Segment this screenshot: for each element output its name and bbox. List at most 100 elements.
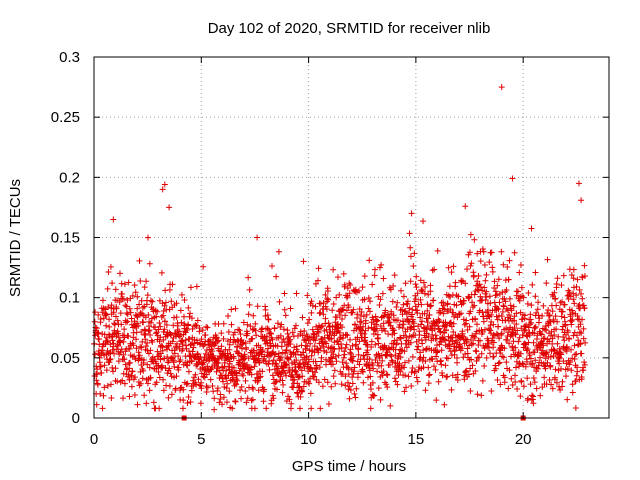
data-point <box>125 333 132 340</box>
data-point <box>341 281 348 288</box>
data-point <box>518 284 525 291</box>
data-point <box>394 381 401 388</box>
data-points <box>91 84 589 413</box>
data-point <box>91 318 98 325</box>
data-point <box>402 280 409 287</box>
data-point <box>323 326 330 333</box>
data-point <box>541 335 548 342</box>
data-point <box>532 357 539 364</box>
data-point <box>474 354 481 361</box>
data-point <box>248 397 255 404</box>
data-point <box>116 270 123 277</box>
data-point <box>539 384 546 391</box>
data-point <box>474 250 481 257</box>
data-point <box>304 343 311 350</box>
data-point <box>425 380 432 387</box>
data-point <box>304 361 311 368</box>
data-point <box>160 387 167 394</box>
data-point <box>167 330 174 337</box>
data-point <box>147 331 154 338</box>
data-point <box>232 398 239 405</box>
data-point <box>320 311 327 318</box>
data-point <box>522 363 529 370</box>
data-point <box>488 388 495 395</box>
data-point <box>531 379 538 386</box>
data-point <box>477 293 484 300</box>
data-point <box>487 327 494 334</box>
data-point <box>213 368 220 375</box>
data-point <box>175 353 182 360</box>
data-point <box>192 371 199 378</box>
data-point <box>458 310 465 317</box>
data-point <box>546 338 553 345</box>
data-point <box>218 330 225 337</box>
data-point <box>330 266 337 273</box>
data-point <box>328 354 335 361</box>
data-point <box>496 359 503 366</box>
data-point <box>471 291 478 298</box>
data-point <box>549 340 556 347</box>
data-point <box>455 293 462 300</box>
data-point <box>503 325 510 332</box>
data-point <box>442 362 449 369</box>
data-point <box>485 344 492 351</box>
y-tick-labels: 0 0.05 0.1 0.15 0.2 0.25 0.3 <box>51 49 80 427</box>
data-point <box>249 335 256 342</box>
data-point <box>143 343 150 350</box>
data-point <box>488 311 495 318</box>
data-point <box>440 335 447 342</box>
data-point <box>254 303 261 310</box>
data-point <box>360 368 367 375</box>
data-point <box>297 405 303 412</box>
data-point <box>402 372 409 379</box>
data-point <box>417 314 424 321</box>
data-point <box>448 334 455 341</box>
data-point <box>378 362 385 369</box>
data-point <box>492 365 499 372</box>
data-point <box>339 324 346 331</box>
data-point <box>386 361 393 368</box>
data-point <box>446 283 453 290</box>
data-point <box>454 371 461 378</box>
data-point <box>159 186 166 193</box>
data-point <box>131 282 138 289</box>
data-point <box>475 273 482 280</box>
data-point <box>444 300 451 307</box>
data-point <box>376 302 383 309</box>
data-point <box>104 347 111 354</box>
data-point <box>346 336 353 343</box>
data-point <box>333 294 340 301</box>
data-point <box>225 329 232 336</box>
data-point <box>325 296 332 303</box>
data-point <box>168 391 175 398</box>
data-point <box>105 269 112 276</box>
data-point <box>98 370 105 377</box>
data-point <box>387 286 394 293</box>
data-point <box>338 341 345 348</box>
data-point <box>530 374 537 381</box>
data-point <box>467 308 474 315</box>
data-point <box>430 363 437 370</box>
data-point <box>422 387 429 394</box>
data-point <box>462 280 469 287</box>
data-point <box>250 347 257 354</box>
data-point <box>411 250 418 257</box>
data-point <box>207 376 214 383</box>
data-point <box>137 278 144 285</box>
data-point <box>263 333 270 340</box>
data-point <box>426 311 433 318</box>
data-point <box>367 373 374 380</box>
data-point <box>322 315 329 322</box>
data-point <box>494 282 501 289</box>
data-point <box>262 306 269 313</box>
data-point <box>402 307 409 314</box>
data-point <box>485 312 492 319</box>
data-point <box>394 317 401 324</box>
data-point <box>581 359 588 366</box>
data-point <box>161 318 168 325</box>
data-point <box>534 306 541 313</box>
data-point <box>578 330 585 337</box>
data-point <box>437 309 444 316</box>
y-tick-label: 0.2 <box>59 169 80 186</box>
data-point <box>464 326 471 333</box>
